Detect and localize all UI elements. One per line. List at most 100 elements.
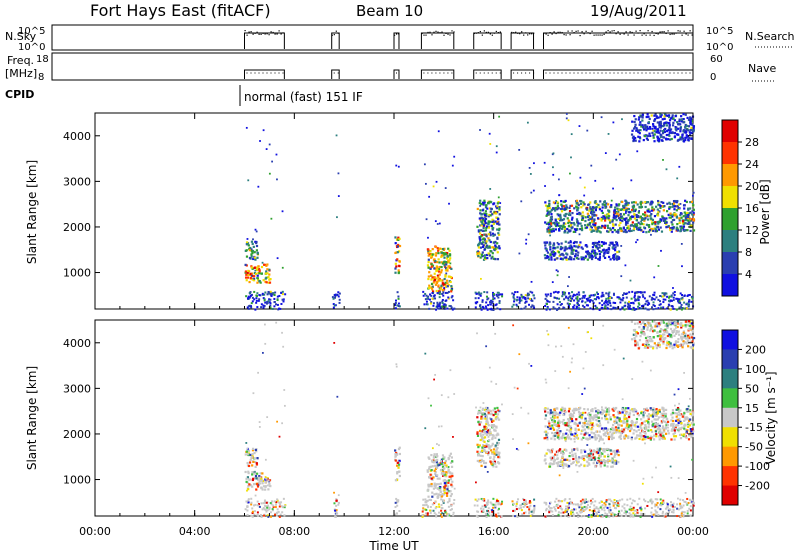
data-cell <box>634 223 637 226</box>
data-cell <box>596 419 599 422</box>
freq-panel: Freq. [MHz] 18 8 60 0 Nave <box>5 52 776 83</box>
data-cell <box>692 429 695 432</box>
data-cell <box>653 409 657 413</box>
data-cell <box>655 229 659 233</box>
data-cell <box>563 407 566 410</box>
data-cell <box>553 438 556 441</box>
data-cell <box>433 267 436 270</box>
data-cell <box>446 485 450 488</box>
data-cell <box>685 215 688 218</box>
data-cell <box>544 425 547 428</box>
data-cell <box>566 231 569 234</box>
ground-cell <box>687 304 690 307</box>
speckle-cell <box>692 194 694 197</box>
data-cell <box>625 421 628 424</box>
data-cell <box>656 121 659 124</box>
data-cell <box>545 452 548 455</box>
nsky-point <box>677 30 679 32</box>
nsky-point <box>489 33 491 35</box>
nsky-point <box>519 33 521 35</box>
data-cell <box>492 451 495 454</box>
data-cell <box>601 438 604 441</box>
data-cell <box>684 428 687 431</box>
ground-cell <box>591 299 594 302</box>
data-cell <box>497 433 500 436</box>
data-cell <box>492 222 495 226</box>
ground-cell <box>544 304 547 307</box>
data-cell <box>687 125 691 128</box>
data-cell <box>261 472 264 475</box>
data-cell <box>395 265 398 268</box>
ground-cell <box>598 302 601 305</box>
data-cell <box>492 234 495 237</box>
data-cell <box>622 230 625 233</box>
data-cell <box>252 483 256 486</box>
data-cell <box>609 416 612 419</box>
data-cell <box>563 249 566 252</box>
data-cell <box>589 211 593 215</box>
data-cell <box>613 453 617 456</box>
data-cell <box>261 482 264 485</box>
data-cell <box>563 225 566 229</box>
data-cell <box>599 460 602 463</box>
data-cell <box>614 249 617 252</box>
data-cell <box>665 423 668 427</box>
data-cell <box>573 255 577 258</box>
ground-cell <box>524 305 527 308</box>
data-cell <box>427 266 430 269</box>
data-cell <box>448 249 451 252</box>
ground-cell <box>594 293 597 296</box>
data-cell <box>666 340 669 343</box>
data-cell <box>487 215 490 218</box>
ground-cell <box>514 291 517 294</box>
data-cell <box>647 426 650 429</box>
data-cell <box>586 258 589 261</box>
data-cell <box>548 230 551 233</box>
nave-point <box>499 72 501 74</box>
data-cell <box>586 460 589 463</box>
data-cell <box>492 409 495 412</box>
ground-cell <box>664 298 667 301</box>
data-cell <box>244 271 247 274</box>
nsky-point <box>583 33 585 35</box>
data-cell <box>554 252 557 255</box>
data-cell <box>615 230 618 233</box>
data-cell <box>682 117 685 121</box>
data-cell <box>551 411 554 414</box>
data-cell <box>604 217 607 220</box>
nsky-point <box>639 30 641 32</box>
data-cell <box>584 256 587 259</box>
data-cell <box>597 226 600 230</box>
data-cell <box>582 258 585 261</box>
data-cell <box>552 242 556 245</box>
data-cell <box>562 413 565 416</box>
data-cell <box>488 428 491 431</box>
data-cell <box>639 226 642 229</box>
data-cell <box>430 265 434 268</box>
data-cell <box>259 472 262 475</box>
data-cell <box>251 251 254 255</box>
nsky-point <box>477 32 479 34</box>
ground-cell <box>245 295 248 298</box>
data-cell <box>430 278 433 281</box>
data-cell <box>618 436 621 439</box>
data-cell <box>550 224 553 228</box>
data-cell <box>580 246 583 249</box>
data-cell <box>689 211 692 214</box>
speckle-cell <box>610 199 613 202</box>
data-cell <box>657 203 660 206</box>
data-cell <box>653 342 656 345</box>
data-cell <box>428 466 431 469</box>
colorbar-tick-label: 20 <box>745 180 759 193</box>
data-cell <box>636 343 640 346</box>
speckle-cell <box>660 249 662 252</box>
data-cell <box>622 213 626 216</box>
data-cell <box>685 436 688 439</box>
data-cell <box>548 243 551 246</box>
ground-cell <box>282 298 285 301</box>
data-cell <box>628 218 632 221</box>
data-cell <box>552 418 555 421</box>
ground-cell <box>260 515 263 518</box>
data-cell <box>614 210 618 214</box>
data-cell <box>484 221 487 225</box>
